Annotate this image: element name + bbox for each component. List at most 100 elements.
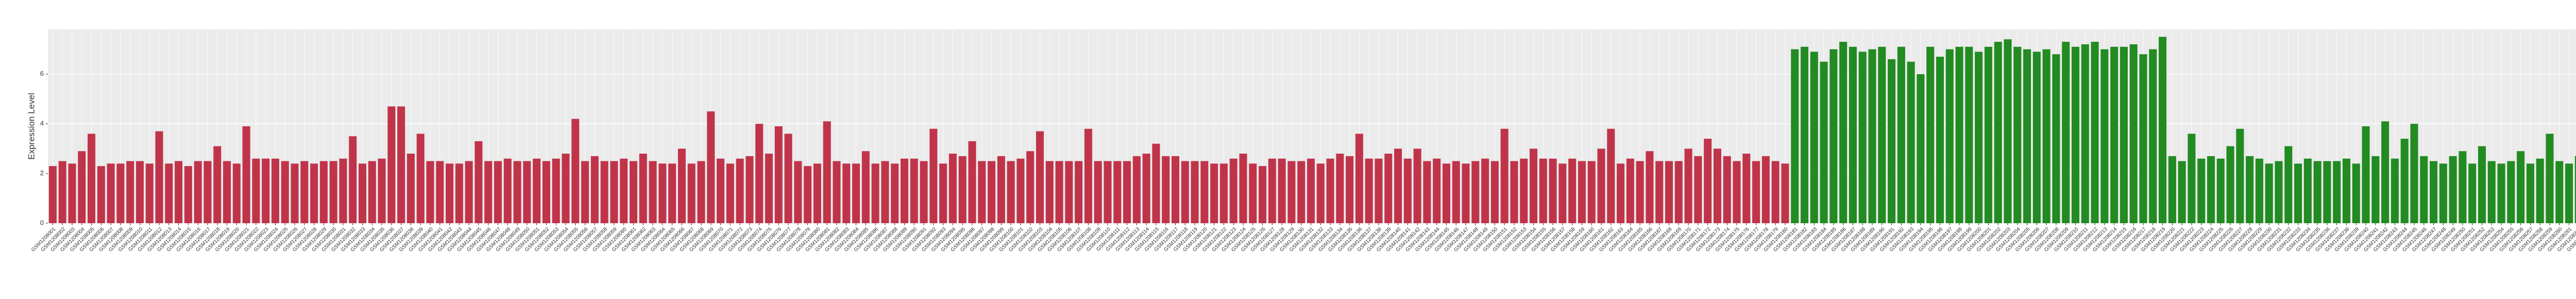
bar [2449,156,2457,223]
bar [1365,158,1373,223]
bar [677,148,686,223]
bar [436,161,444,223]
bar [1771,161,1780,223]
bar [958,156,967,223]
bar [717,158,725,223]
bar [2178,161,2186,223]
bar [1568,158,1577,223]
bar [1752,161,1760,223]
bar [1926,46,1935,223]
bar [1665,161,1673,223]
bar [406,154,415,223]
bar [1791,49,1799,224]
bar [2459,151,2467,223]
bar [426,161,434,223]
bar [1104,161,1112,223]
bar [68,163,76,223]
bar [232,163,241,223]
bar [687,163,696,223]
bar [2100,49,2109,224]
bar [145,163,154,223]
bar [1007,161,1015,223]
bar [1646,151,1654,223]
bar [861,151,870,223]
bar [1626,158,1634,223]
bar [639,154,647,223]
bar [523,161,531,223]
bar [2013,46,2022,223]
bar [833,161,841,223]
bar [1897,46,1905,223]
bar [455,163,463,223]
bar [1781,163,1789,223]
bar [155,131,163,223]
bar [223,161,231,223]
bar [2323,161,2331,223]
bar [1471,161,1480,223]
bar [339,158,347,223]
bar [1684,148,1692,223]
bar [474,141,483,223]
bar [1346,156,1354,223]
bar [1171,156,1179,223]
bar [629,161,638,223]
bar [736,158,744,223]
bar [1549,158,1557,223]
bar [107,163,115,223]
bar [116,163,125,223]
bar [1597,148,1605,223]
bar [194,161,202,223]
bar [2246,156,2254,223]
bar [262,158,270,223]
bar [2391,158,2399,223]
bar [1075,161,1083,223]
bar [242,126,250,223]
y-axis-label: Expression Level [26,93,36,159]
bar [2255,158,2263,223]
bar [1490,161,1499,223]
bar [1636,161,1644,223]
bar [533,158,541,223]
bar [1955,46,1963,223]
bar [1500,128,1509,223]
bar [707,111,715,223]
y-tick-label: 0 [40,219,44,226]
bar [2275,161,2283,223]
bar [1055,161,1063,223]
bar [1065,161,1073,223]
bar [1316,163,1325,223]
bar [1442,163,1450,223]
bar [1375,158,1383,223]
bar [1558,163,1567,223]
bar [78,151,86,223]
bar [252,158,260,223]
bar [1587,161,1596,223]
bar [1152,143,1160,223]
bar [1839,42,1848,223]
bar [1307,158,1315,223]
bar [2439,163,2447,223]
bar [513,161,521,223]
bar [658,163,667,223]
bar [929,128,938,223]
bar [1355,134,1363,223]
bar [571,119,580,223]
bar [2284,146,2293,223]
bar [697,161,705,223]
bar [1694,156,1702,223]
bar [1674,161,1683,223]
bar [1713,148,1721,223]
bar [1219,163,1228,223]
bar [1975,52,1983,223]
bar [2004,39,2012,224]
bar [213,146,222,223]
bar [1026,151,1035,223]
bar [978,161,986,223]
bar [2565,163,2573,223]
bar [2023,49,2031,224]
bar [823,121,831,223]
bar [446,163,454,223]
bar [562,154,570,223]
bar [581,161,589,223]
bar [165,163,173,223]
